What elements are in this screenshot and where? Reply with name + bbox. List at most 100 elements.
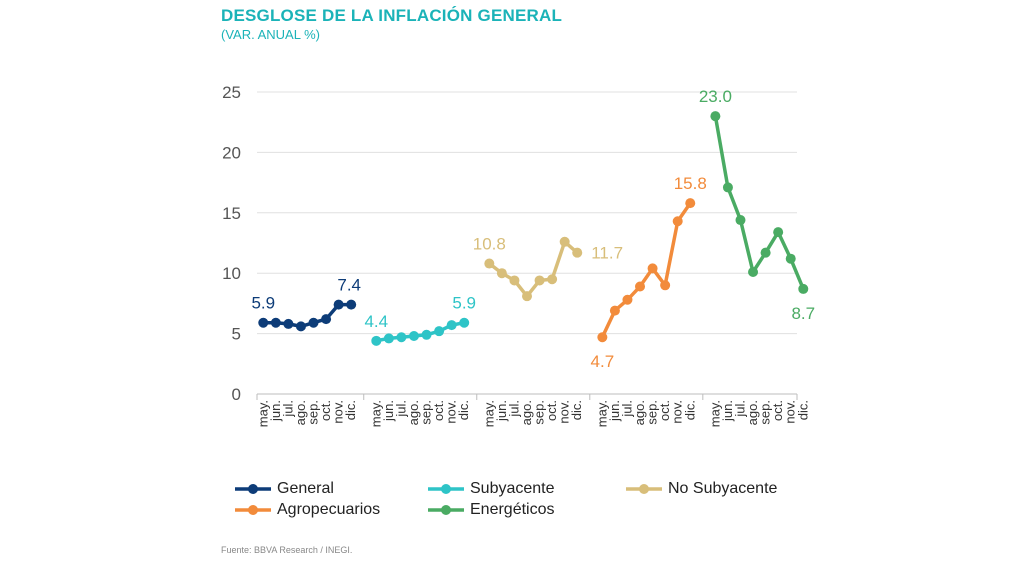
data-point — [434, 326, 445, 337]
legend-swatch — [235, 505, 271, 515]
x-tick-label: jun. — [268, 400, 283, 422]
x-tick-label: dic. — [343, 400, 358, 420]
y-tick-label: 5 — [232, 325, 241, 344]
legend-label: General — [277, 480, 334, 497]
data-point — [609, 305, 620, 316]
data-point — [635, 281, 646, 292]
data-point — [798, 283, 809, 294]
x-axis: may.jun.jul.ago.sep.oct.nov.dic. may.jun.… — [255, 394, 810, 427]
x-tick-label: jul. — [393, 400, 408, 418]
x-tick-label: jul. — [619, 400, 634, 418]
data-point — [685, 198, 696, 209]
data-point — [647, 263, 658, 274]
data-point — [371, 335, 382, 346]
x-tick-label: oct. — [657, 400, 672, 421]
data-label: 11.7 — [591, 244, 623, 263]
legend-label: No Subyacente — [668, 480, 778, 497]
x-tick-label: sep. — [419, 400, 434, 425]
data-point — [295, 321, 306, 332]
data-label: 4.7 — [591, 352, 615, 371]
x-tick-label: jun. — [381, 400, 396, 422]
x-tick-label: dic. — [682, 400, 697, 420]
x-tick-label: jul. — [732, 400, 747, 418]
x-tick-label: oct. — [318, 400, 333, 421]
data-point — [572, 247, 583, 258]
x-tick-label: nov. — [783, 400, 798, 424]
data-point — [710, 111, 721, 122]
data-point — [321, 314, 332, 325]
data-label: 7.4 — [337, 276, 361, 295]
data-point — [270, 317, 281, 328]
chart-title: DESGLOSE DE LA INFLACIÓN GENERAL — [221, 6, 563, 25]
y-tick-label: 25 — [222, 83, 241, 102]
y-tick-label: 10 — [222, 264, 241, 283]
x-tick-label: oct. — [431, 400, 446, 421]
legend-item-agropecuarios: Agropecuarios — [233, 501, 380, 519]
legend-swatch — [235, 484, 271, 494]
x-tick-label: sep. — [532, 400, 547, 425]
x-tick-label: jun. — [720, 400, 735, 422]
x-tick-label: dic. — [569, 400, 584, 420]
data-point — [597, 332, 608, 343]
data-point — [446, 320, 457, 331]
data-point — [346, 299, 357, 310]
data-point — [408, 331, 419, 342]
x-tick-label: jun. — [494, 400, 509, 422]
data-label: 4.4 — [364, 312, 388, 331]
legend-swatch — [626, 484, 662, 494]
x-tick-label: may. — [255, 400, 270, 427]
plot-area: 5.9 7.44.4 5.9 10.8 11.7 4.7 15.8 23.0 8.7 — [251, 87, 815, 371]
y-tick-label: 15 — [222, 204, 241, 223]
x-tick-label: nov. — [557, 400, 572, 424]
x-tick-label: jul. — [506, 400, 521, 418]
data-point — [333, 299, 344, 310]
data-point — [773, 227, 784, 238]
legend-label: Agropecuarios — [277, 501, 381, 518]
data-point — [308, 317, 319, 328]
source-note: Fuente: BBVA Research / INEGI. — [221, 545, 353, 555]
x-tick-label: oct. — [770, 400, 785, 421]
legend-item-general: General — [233, 480, 334, 498]
data-point — [396, 332, 407, 343]
x-tick-label: ago. — [293, 400, 308, 425]
data-point — [534, 275, 545, 286]
data-label: 10.8 — [473, 235, 506, 254]
data-point — [484, 258, 495, 269]
legend-item-energéticos: Energéticos — [426, 501, 555, 519]
x-tick-label: ago. — [406, 400, 421, 425]
legend-label: Energéticos — [470, 501, 555, 518]
x-tick-label: nov. — [444, 400, 459, 424]
y-tick-label: 20 — [222, 143, 241, 162]
data-point — [735, 215, 746, 226]
x-tick-label: may. — [707, 400, 722, 427]
data-point — [383, 333, 394, 344]
data-point — [522, 291, 532, 302]
x-tick-label: dic. — [795, 400, 810, 420]
x-tick-label: jun. — [607, 400, 622, 422]
x-tick-label: oct. — [544, 400, 559, 421]
x-tick-label: may. — [594, 400, 609, 427]
grid-lines — [257, 91, 797, 395]
data-label: 23.0 — [699, 87, 732, 106]
data-point — [785, 253, 796, 264]
data-label: 15.8 — [674, 174, 707, 193]
y-tick-label: 0 — [232, 385, 241, 404]
data-point — [760, 247, 771, 258]
x-tick-label: ago. — [632, 400, 647, 425]
data-label: 5.9 — [452, 294, 476, 313]
x-tick-label: jul. — [280, 400, 295, 418]
data-point — [672, 216, 683, 227]
x-tick-label: dic. — [456, 400, 471, 420]
data-point — [559, 236, 570, 247]
legend: General Subyacente No Subyacente Agropecuar… — [233, 480, 813, 524]
chart-subtitle: (VAR. ANUAL %) — [221, 27, 320, 42]
x-tick-label: may. — [481, 400, 496, 427]
data-point — [622, 294, 633, 305]
legend-swatch — [428, 484, 464, 494]
data-point — [283, 318, 294, 329]
data-point — [722, 182, 733, 193]
legend-item-subyacente: Subyacente — [426, 480, 555, 498]
legend-item-no-subyacente: No Subyacente — [624, 480, 777, 498]
legend-swatch — [428, 505, 464, 515]
